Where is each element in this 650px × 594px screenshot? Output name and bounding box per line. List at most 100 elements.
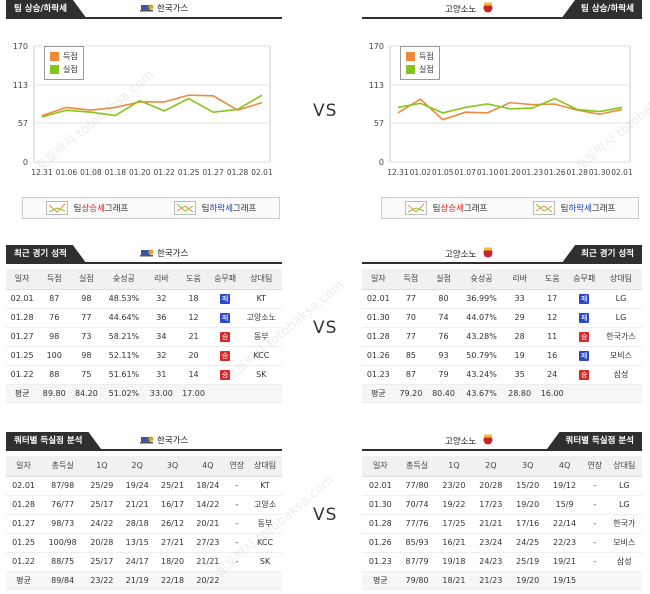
table-cell: 01.28 [362, 327, 395, 347]
table-cell: 43.24% [459, 365, 504, 385]
x-tick-label: 01.06 [56, 168, 78, 177]
table-cell [225, 571, 249, 590]
table-cell: 98/73 [41, 514, 85, 534]
table-cell: 36 [145, 308, 178, 328]
table-cell: LG [599, 308, 642, 328]
x-tick-label: 01.22 [153, 168, 175, 177]
table-cell: 58.21% [102, 327, 146, 347]
table-cell: 48.53% [102, 289, 146, 309]
table-row: 01.27 98 73 58.21% 34 21 승 동부 [6, 327, 282, 347]
column-header: 일자 [362, 269, 395, 290]
right-graph-buttons: 팀 상승세 그래프 팀 하락세 그래프 [381, 197, 639, 219]
right-team-name: 고양소노 [445, 247, 496, 262]
table-cell: 35 [503, 365, 536, 385]
recent-title: 최근 경기 성적 [6, 245, 87, 264]
table-row: 02.01 77/80 23/20 20/28 15/20 19/12- LG [362, 476, 642, 496]
y-tick-label: 57 [374, 119, 384, 128]
x-tick-label: 01.07 [454, 168, 476, 177]
left-downtrend-button[interactable]: 팀 하락세 그래프 [173, 201, 257, 215]
recent-title-right: 최근 경기 성적 [561, 245, 642, 264]
table-cell: 79/80 [398, 571, 436, 590]
table-cell: 14 [177, 365, 210, 385]
table-cell: 85/93 [398, 533, 436, 553]
x-tick-label: 01.10 [477, 168, 499, 177]
score-swatch [406, 52, 415, 61]
right-team-label: 고양소노 [445, 437, 477, 447]
right-team-label: 고양소노 [445, 5, 477, 15]
quarter-title-right: 쿼터별 득실점 분석 [545, 432, 642, 451]
table-cell: 23/22 [84, 571, 120, 590]
right-chart-legend: 득점 실점 [400, 46, 440, 80]
table-cell: LG [599, 289, 642, 309]
table-row: 02.01 87 98 48.53% 32 18 패 KT [6, 289, 282, 309]
btn-down-word: 하락세 [209, 204, 233, 214]
table-cell: KT [240, 289, 282, 309]
x-tick-label: 01.20 [499, 168, 521, 177]
btn-up-word: 상승세 [440, 204, 464, 214]
table-cell: 01.28 [6, 495, 42, 515]
table-cell: 한국가스 [599, 327, 642, 347]
left-team-label: 한국가스 [157, 436, 189, 446]
table-cell: 13/15 [119, 533, 155, 553]
table-cell: 25/21 [154, 476, 191, 496]
table-cell: 100 [38, 346, 71, 366]
y-tick-label: 0 [379, 158, 384, 167]
table-row: 01.28 77 76 43.28% 28 11 승 한국가스 [362, 327, 642, 347]
left-team-name: 한국가스 [140, 2, 188, 16]
btn-down-post: 그래프 [591, 204, 616, 214]
table-cell: 패 [568, 308, 600, 328]
loss-badge: 패 [579, 312, 590, 323]
left-uptrend-button[interactable]: 팀 상승세 그래프 [45, 201, 129, 215]
x-tick-label: 01.28 [227, 168, 249, 177]
table-cell: 16/17 [154, 495, 191, 515]
table-row: 01.26 85/93 16/21 23/24 24/25 22/23- 모비스 [362, 533, 642, 553]
btn-up-pre: 팀 [73, 204, 82, 214]
table-cell: 01.27 [6, 327, 39, 347]
table-cell: 76 [38, 308, 71, 328]
gas-team-logo-icon [140, 434, 154, 444]
table-cell: 23/24 [472, 533, 510, 553]
column-header: 득점 [394, 269, 428, 290]
table-row: 01.23 87 79 43.24% 35 24 승 삼성 [362, 365, 642, 385]
trend-title-right: 팀 상승/하락세 [561, 0, 642, 19]
table-cell: 01.25 [6, 533, 42, 553]
vs-label-recent: VS [313, 318, 338, 338]
gas-team-logo-icon [140, 2, 154, 12]
left-recent-header: 최근 경기 성적 한국가스 [6, 245, 282, 264]
table-cell [606, 571, 642, 590]
table-cell: 01.26 [362, 346, 395, 366]
table-cell: 22/14 [546, 514, 583, 534]
table-cell: 24/22 [84, 514, 120, 534]
table-cell: 43.28% [459, 327, 504, 347]
table-cell: 70/74 [398, 495, 436, 515]
table-cell: LG [606, 476, 642, 496]
series-line-allowed [397, 97, 623, 114]
right-downtrend-button[interactable]: 팀 하락세 그래프 [532, 201, 616, 215]
table-cell: 52.11% [102, 346, 146, 366]
table-row: 01.25 100 98 52.11% 32 20 승 KCC [6, 346, 282, 366]
table-cell: 01.28 [362, 514, 399, 534]
table-cell: 77/80 [398, 476, 436, 496]
table-cell: 01.22 [6, 552, 42, 572]
y-tick-label: 170 [369, 42, 384, 51]
table-cell: 18/20 [154, 552, 191, 572]
x-tick-label: 01.08 [80, 168, 102, 177]
column-header: 3Q [154, 456, 191, 477]
btn-down-post: 그래프 [232, 204, 257, 214]
btn-up-post: 그래프 [104, 204, 129, 214]
table-cell: - [225, 533, 249, 553]
column-header: 실점 [427, 269, 460, 290]
table-cell: 29 [503, 308, 536, 328]
table-cell: 동부 [248, 514, 282, 534]
table-cell: 19/18 [435, 552, 473, 572]
table-cell: 89/84 [41, 571, 85, 590]
table-cell: 25/29 [84, 476, 120, 496]
right-uptrend-button[interactable]: 팀 상승세 그래프 [404, 201, 487, 215]
table-cell: 76 [427, 327, 460, 347]
table-cell: 33 [503, 289, 536, 309]
table-cell: 36.99% [459, 289, 504, 309]
table-cell: 28/18 [119, 514, 155, 534]
table-cell: 24 [535, 365, 569, 385]
table-cell: 02.01 [6, 476, 42, 496]
table-cell: 17/16 [509, 514, 547, 534]
